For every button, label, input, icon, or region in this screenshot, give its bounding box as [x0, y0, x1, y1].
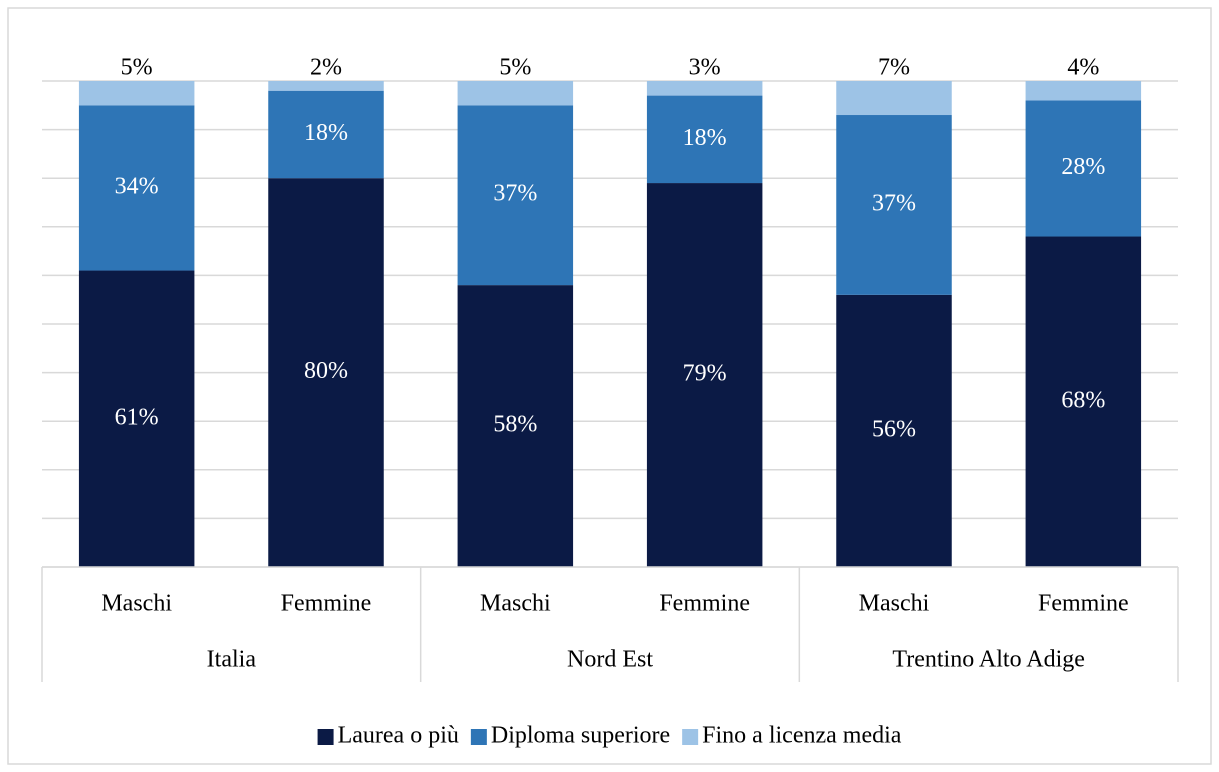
x-tick-label: Maschi	[859, 591, 930, 617]
value-label: 34%	[115, 173, 159, 199]
bar-segment	[1025, 81, 1142, 101]
group-label: Trentino Alto Adige	[892, 647, 1084, 673]
bar-segment	[457, 285, 574, 567]
bar-segment	[78, 105, 195, 271]
value-label: 5%	[121, 55, 153, 81]
bar-segment	[457, 81, 574, 106]
value-label: 61%	[115, 404, 159, 430]
bar-segment	[646, 81, 763, 96]
value-label: 18%	[304, 120, 348, 146]
value-label: 56%	[872, 416, 916, 442]
value-label: 18%	[683, 125, 727, 151]
x-tick-label: Femmine	[659, 591, 750, 617]
bar-segment	[1025, 236, 1142, 567]
bar-segment	[836, 115, 952, 295]
bar-segment	[646, 183, 763, 567]
value-label: 37%	[493, 181, 537, 207]
group-label: Nord Est	[567, 647, 653, 673]
x-tick-label: Maschi	[101, 591, 172, 617]
value-label: 68%	[1061, 387, 1105, 413]
legend-swatch	[470, 729, 487, 745]
value-label: 28%	[1061, 154, 1105, 180]
legend-swatch	[682, 729, 699, 745]
legend-label: Diploma superiore	[491, 723, 670, 749]
value-label: 58%	[493, 412, 537, 438]
bar-segment	[268, 178, 384, 567]
value-label: 3%	[689, 55, 721, 81]
value-label: 80%	[304, 358, 348, 384]
chart-frame	[7, 7, 1212, 765]
value-label: 4%	[1067, 55, 1099, 81]
bar-segment	[268, 81, 384, 91]
legend-swatch	[317, 729, 334, 745]
x-tick-label: Femmine	[281, 591, 372, 617]
bar-segment	[268, 90, 384, 179]
value-label: 37%	[872, 190, 916, 216]
bar-segment	[836, 294, 952, 567]
legend-label: Laurea o più	[338, 723, 459, 749]
value-label: 5%	[499, 55, 531, 81]
bar-segment	[78, 270, 195, 567]
bar-segment	[1025, 100, 1142, 237]
value-label: 2%	[310, 55, 342, 81]
value-label: 79%	[683, 361, 727, 387]
group-label: Italia	[207, 647, 257, 673]
bar-segment	[457, 105, 574, 286]
bar-segment	[646, 95, 763, 184]
value-label: 7%	[878, 55, 910, 81]
bar-segment	[836, 81, 952, 116]
x-tick-label: Femmine	[1038, 591, 1129, 617]
legend-label: Fino a licenza media	[702, 723, 902, 749]
x-tick-label: Maschi	[480, 591, 551, 617]
bar-segment	[78, 81, 195, 106]
